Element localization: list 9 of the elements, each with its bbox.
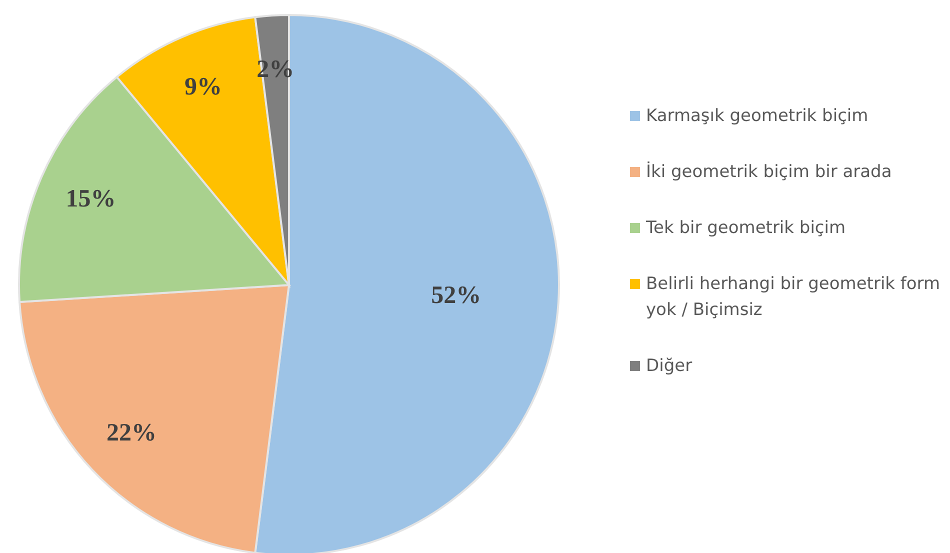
legend-label: Karmaşık geometrik biçim bbox=[646, 105, 868, 128]
data-label: 52% bbox=[431, 282, 482, 310]
data-label: 22% bbox=[106, 419, 157, 446]
data-label: 15% bbox=[66, 186, 116, 213]
legend-label: Belirli herhangi bir geometrik form yok / Biçimsiz bbox=[646, 273, 942, 322]
legend-label: Tek bir geometrik biçim bbox=[646, 217, 846, 240]
data-label: 9% bbox=[184, 73, 222, 100]
legend-label: Diğer bbox=[646, 355, 692, 378]
legend-label: İki geometrik biçim bir arada bbox=[646, 160, 892, 184]
